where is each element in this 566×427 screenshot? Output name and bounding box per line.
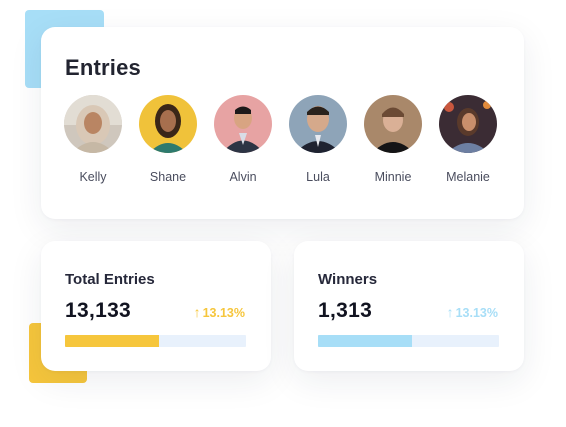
entry-person-melanie[interactable]: Melanie	[430, 95, 506, 184]
winners-label: Winners	[318, 271, 378, 288]
person-name: Kelly	[79, 170, 107, 184]
winners-card: Winners 1,313 ↑ 13.13%	[294, 241, 524, 371]
entries-avatar-list: Kelly Shane	[64, 95, 502, 195]
avatar	[439, 95, 497, 153]
person-name: Minnie	[374, 170, 412, 184]
person-name: Shane	[149, 170, 187, 184]
entry-person-alvin[interactable]: Alvin	[205, 95, 281, 184]
total-entries-change: ↑ 13.13%	[194, 304, 245, 320]
total-entries-value: 13,133	[65, 299, 132, 322]
entries-title: Entries	[65, 55, 141, 80]
entry-person-minnie[interactable]: Minnie	[355, 95, 431, 184]
up-arrow-icon: ↑	[193, 304, 201, 320]
total-entries-label: Total Entries	[65, 271, 155, 288]
avatar	[289, 95, 347, 153]
total-entries-card: Total Entries 13,133 ↑ 13.13%	[41, 241, 271, 371]
entry-person-shane[interactable]: Shane	[130, 95, 206, 184]
winners-change: ↑ 13.13%	[447, 304, 498, 320]
avatar	[139, 95, 197, 153]
change-percent: 13.13%	[202, 306, 245, 320]
total-entries-progress-bar	[65, 335, 246, 347]
entry-person-lula[interactable]: Lula	[280, 95, 356, 184]
entry-person-kelly[interactable]: Kelly	[55, 95, 131, 184]
change-percent: 13.13%	[455, 306, 498, 320]
winners-value: 1,313	[318, 299, 373, 322]
total-entries-progress-fill	[65, 335, 160, 347]
winners-progress-fill	[318, 335, 413, 347]
person-name: Melanie	[446, 170, 490, 184]
winners-progress-bar	[318, 335, 499, 347]
avatar	[364, 95, 422, 153]
avatar	[64, 95, 122, 153]
entries-card: Entries Kelly	[41, 27, 524, 219]
up-arrow-icon: ↑	[446, 304, 454, 320]
person-name: Alvin	[229, 170, 257, 184]
person-name: Lula	[306, 170, 330, 184]
avatar	[214, 95, 272, 153]
